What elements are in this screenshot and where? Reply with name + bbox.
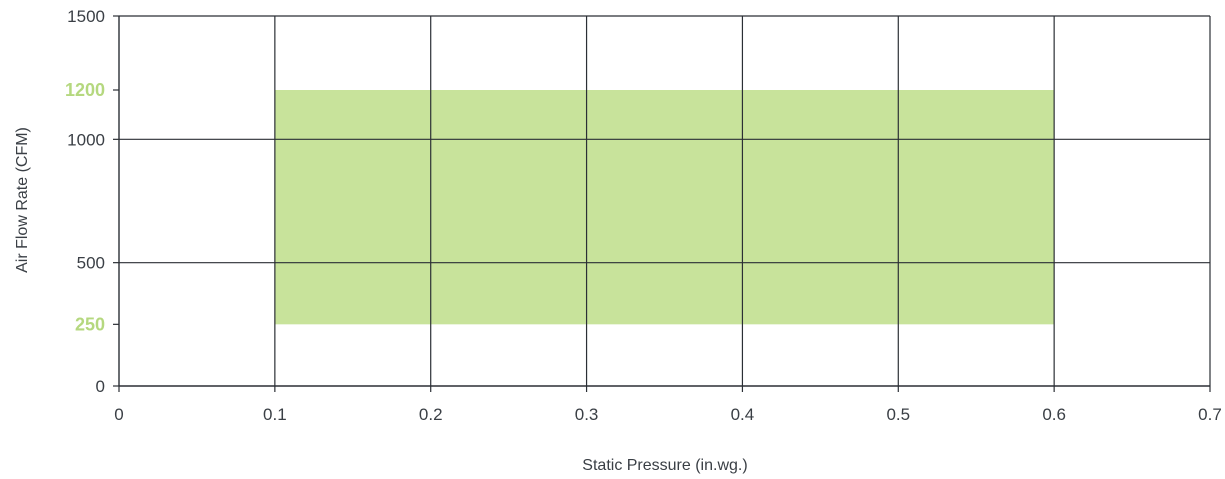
x-tick-label: 0.1 [263,405,287,424]
x-tick-label: 0.4 [731,405,755,424]
axis-layer [113,15,1211,392]
x-tick-label: 0.2 [419,405,443,424]
y-tick-label: 500 [77,254,105,273]
tick-label-layer: 0 0.1 0.2 0.3 0.4 0.5 0.6 0.7 0 250 500 1000 1200 150… [65,7,1222,424]
x-tick-label: 0 [114,405,123,424]
x-tick-label: 0.7 [1198,405,1222,424]
x-axis-title: Static Pressure (in.wg.) [582,457,747,474]
y-tick-label: 1000 [67,130,105,149]
x-tick-label: 0.5 [886,405,910,424]
operating-region [274,90,1055,325]
y-tick-label-highlight: 1200 [65,80,105,100]
y-axis-title: Air Flow Rate (CFM) [14,127,31,273]
y-tick-label: 1500 [67,7,105,26]
x-tick-label: 0.6 [1042,405,1066,424]
grid-layer [119,15,1211,386]
y-tick-label-highlight: 250 [75,314,105,334]
x-tick-label: 0.3 [575,405,599,424]
operating-region-layer [274,90,1055,325]
y-tick-label: 0 [96,377,105,396]
